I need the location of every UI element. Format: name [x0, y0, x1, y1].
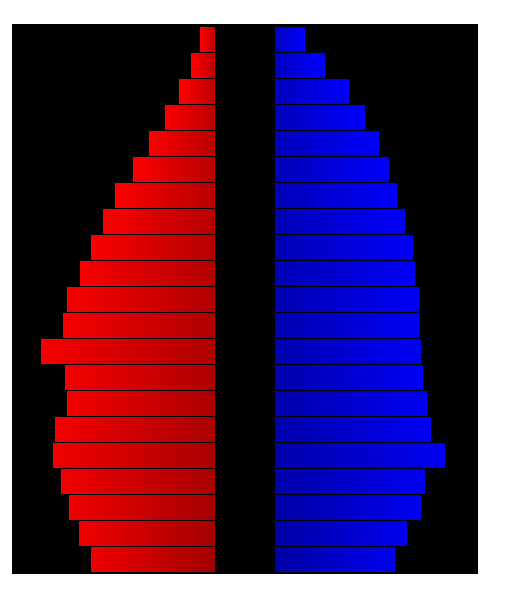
right-bar	[275, 182, 397, 208]
left-bar	[91, 546, 215, 572]
right-bar	[275, 208, 405, 234]
population-pyramid-chart	[0, 0, 520, 600]
left-bar	[149, 130, 215, 156]
left-bar	[53, 442, 215, 468]
left-bar	[165, 104, 215, 130]
left-bar	[191, 52, 215, 78]
left-bar	[67, 286, 215, 312]
left-bar	[69, 494, 215, 520]
left-bar	[65, 364, 215, 390]
right-bar	[275, 390, 427, 416]
left-bar	[67, 390, 215, 416]
right-bar	[275, 130, 379, 156]
left-bar	[55, 416, 215, 442]
right-bar	[275, 286, 419, 312]
right-bar	[275, 494, 421, 520]
right-bar	[275, 234, 413, 260]
right-bar	[275, 104, 365, 130]
right-bar	[275, 520, 407, 546]
right-bar	[275, 312, 419, 338]
right-bar	[275, 338, 421, 364]
right-bar	[275, 156, 389, 182]
right-bar	[275, 546, 395, 572]
right-bar	[275, 468, 425, 494]
right-bar	[275, 416, 431, 442]
left-bar	[79, 520, 215, 546]
right-bar	[275, 78, 349, 104]
left-bar	[103, 208, 215, 234]
left-bar	[133, 156, 215, 182]
left-bar	[179, 78, 215, 104]
left-bar	[200, 26, 215, 52]
right-bar	[275, 26, 305, 52]
right-bar	[275, 260, 415, 286]
left-bar	[41, 338, 215, 364]
right-bar	[275, 52, 325, 78]
left-bar	[63, 312, 215, 338]
left-bar	[61, 468, 215, 494]
left-bar	[91, 234, 215, 260]
left-bar	[115, 182, 215, 208]
right-bar	[275, 364, 423, 390]
right-bar	[275, 442, 445, 468]
left-bar	[80, 260, 215, 286]
